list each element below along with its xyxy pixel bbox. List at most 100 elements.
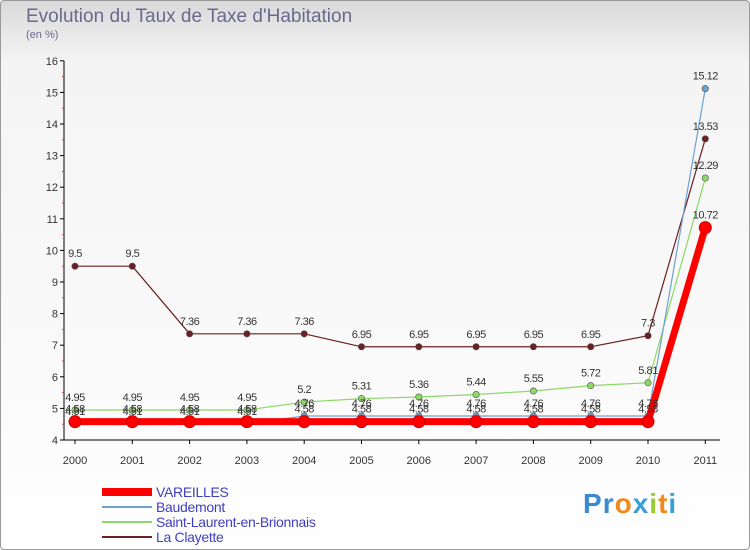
data-label-vareilles: 4.58 xyxy=(466,404,486,416)
x-tick-label: 2002 xyxy=(177,455,201,467)
data-point-vareilles xyxy=(125,415,139,429)
x-tick-label: 2006 xyxy=(407,455,431,467)
x-tick-label: 2011 xyxy=(693,455,717,467)
data-point-la-clayette xyxy=(587,343,595,351)
data-point-saint-laurent-en-brionnais xyxy=(587,382,595,390)
data-label-baudemont: 4.76 xyxy=(466,398,486,410)
x-tick-label: 2005 xyxy=(349,455,373,467)
x-tick-label: 2007 xyxy=(464,455,488,467)
y-tick-label: 16 xyxy=(46,56,58,68)
data-label-saint-laurent-en-brionnais: 4.95 xyxy=(237,392,257,404)
x-tick-label: 2004 xyxy=(292,455,316,467)
data-label-saint-laurent-en-brionnais: 4.95 xyxy=(65,392,85,404)
data-point-vareilles xyxy=(297,415,311,429)
y-axis-unit: (en %) xyxy=(26,29,59,41)
data-label-vareilles: 4.58 xyxy=(409,404,429,416)
data-point-la-clayette xyxy=(644,332,652,340)
data-point-saint-laurent-en-brionnais xyxy=(529,387,537,395)
data-label-baudemont: 4.76 xyxy=(294,398,314,410)
data-point-vareilles xyxy=(584,415,598,429)
data-label-saint-laurent-en-brionnais: 4.95 xyxy=(180,392,200,404)
legend-swatch-la-clayette xyxy=(102,535,152,538)
y-tick-label: 11 xyxy=(47,214,58,226)
data-point-la-clayette xyxy=(71,262,79,270)
data-label-vareilles: 4.58 xyxy=(638,404,658,416)
data-label-vareilles: 10.72 xyxy=(693,210,718,222)
data-label-saint-laurent-en-brionnais: 5.31 xyxy=(352,381,372,393)
data-label-baudemont: 4.76 xyxy=(409,398,429,410)
y-tick-label: 6 xyxy=(52,372,58,384)
data-label-vareilles: 4.58 xyxy=(123,404,143,416)
legend-item-la-clayette: La Clayette xyxy=(102,529,316,545)
data-point-la-clayette xyxy=(243,330,251,338)
y-tick-label: 8 xyxy=(52,309,58,321)
data-labels: 9.5 9.5 7.36 7.36 7.36 6.95 6.95 6.95 6.95 6.95 7.… xyxy=(65,71,718,418)
data-point-saint-laurent-en-brionnais xyxy=(186,406,194,414)
y-tick-label: 13 xyxy=(46,151,58,163)
data-point-vareilles xyxy=(641,415,655,429)
data-label-saint-laurent-en-brionnais: 5.44 xyxy=(466,376,486,388)
x-tick-label: 2008 xyxy=(521,455,545,467)
line-chart: 4 5 6 7 8 9 10 11 12 13 14 15 16 2000 2001 2002 2003 2004… xyxy=(46,56,720,467)
data-point-la-clayette xyxy=(415,343,423,351)
data-label-saint-laurent-en-brionnais: 12.29 xyxy=(693,160,718,172)
data-label-baudemont: 4.76 xyxy=(581,398,601,410)
data-point-saint-laurent-en-brionnais xyxy=(357,395,365,403)
data-label-la-clayette: 13.53 xyxy=(693,121,718,133)
x-tick-label: 2009 xyxy=(578,455,602,467)
data-point-la-clayette xyxy=(701,135,709,143)
data-label-vareilles: 4.58 xyxy=(294,404,314,416)
proxiti-logo: Proxiti xyxy=(583,488,677,520)
series-line-saint-laurent-en-brionnais xyxy=(75,177,706,411)
data-label-la-clayette: 7.36 xyxy=(294,316,314,328)
data-label-la-clayette: 7.3 xyxy=(641,318,655,330)
data-label-la-clayette: 9.5 xyxy=(68,248,82,260)
legend-label-saint-laurent: Saint-Laurent-en-Brionnais xyxy=(156,513,316,530)
y-tick-label: 12 xyxy=(46,182,58,194)
data-label-vareilles: 4.58 xyxy=(524,404,544,416)
data-label-baudemont: 4.76 xyxy=(638,398,658,410)
logo-letter: i xyxy=(649,488,659,519)
data-label-la-clayette: 6.95 xyxy=(352,329,372,341)
data-label-vareilles: 4.58 xyxy=(237,404,257,416)
logo-letter: r xyxy=(602,488,615,519)
data-point-saint-laurent-en-brionnais xyxy=(128,406,136,414)
data-label-la-clayette: 6.95 xyxy=(581,329,601,341)
logo-letter: o xyxy=(614,488,633,519)
data-label-saint-laurent-en-brionnais: 5.81 xyxy=(638,365,658,377)
logo-letter: x xyxy=(632,488,650,519)
data-label-baudemont: 4.51 xyxy=(123,406,143,418)
data-point-vareilles xyxy=(355,415,368,429)
data-label-saint-laurent-en-brionnais: 5.36 xyxy=(409,379,429,391)
data-point-vareilles xyxy=(412,415,426,429)
legend-item-baudemont: Baudemont xyxy=(102,498,316,515)
legend-label-baudemont: Baudemont xyxy=(156,498,225,515)
data-point-vareilles xyxy=(183,415,197,429)
series-line-baudemont xyxy=(75,88,706,425)
data-label-baudemont: 4.51 xyxy=(65,406,85,418)
data-label-baudemont: 4.76 xyxy=(524,398,544,410)
data-label-saint-laurent-en-brionnais: 5.2 xyxy=(297,384,311,396)
data-point-saint-laurent-en-brionnais xyxy=(415,393,423,401)
data-label-baudemont: 4.51 xyxy=(180,406,200,418)
data-label-baudemont: 15.12 xyxy=(693,71,718,83)
logo-letter: i xyxy=(668,488,678,519)
data-point-vareilles xyxy=(240,415,254,429)
data-label-baudemont: 4.51 xyxy=(237,406,257,418)
data-point-la-clayette xyxy=(186,330,194,338)
y-tick-label: 7 xyxy=(52,340,58,352)
x-tick-label: 2010 xyxy=(636,455,660,467)
data-point-saint-laurent-en-brionnais xyxy=(71,406,79,414)
data-point-baudemont xyxy=(701,85,709,93)
data-label-la-clayette: 6.95 xyxy=(466,329,486,341)
logo-letter: P xyxy=(583,488,603,519)
data-label-baudemont: 4.76 xyxy=(352,398,372,410)
data-label-vareilles: 4.58 xyxy=(65,404,85,416)
data-label-la-clayette: 7.36 xyxy=(180,316,200,328)
data-point-saint-laurent-en-brionnais xyxy=(701,174,709,182)
data-label-la-clayette: 6.95 xyxy=(409,329,429,341)
y-tick-label: 9 xyxy=(52,277,58,289)
data-label-saint-laurent-en-brionnais: 5.72 xyxy=(581,368,601,380)
y-tick-label: 14 xyxy=(46,119,58,131)
